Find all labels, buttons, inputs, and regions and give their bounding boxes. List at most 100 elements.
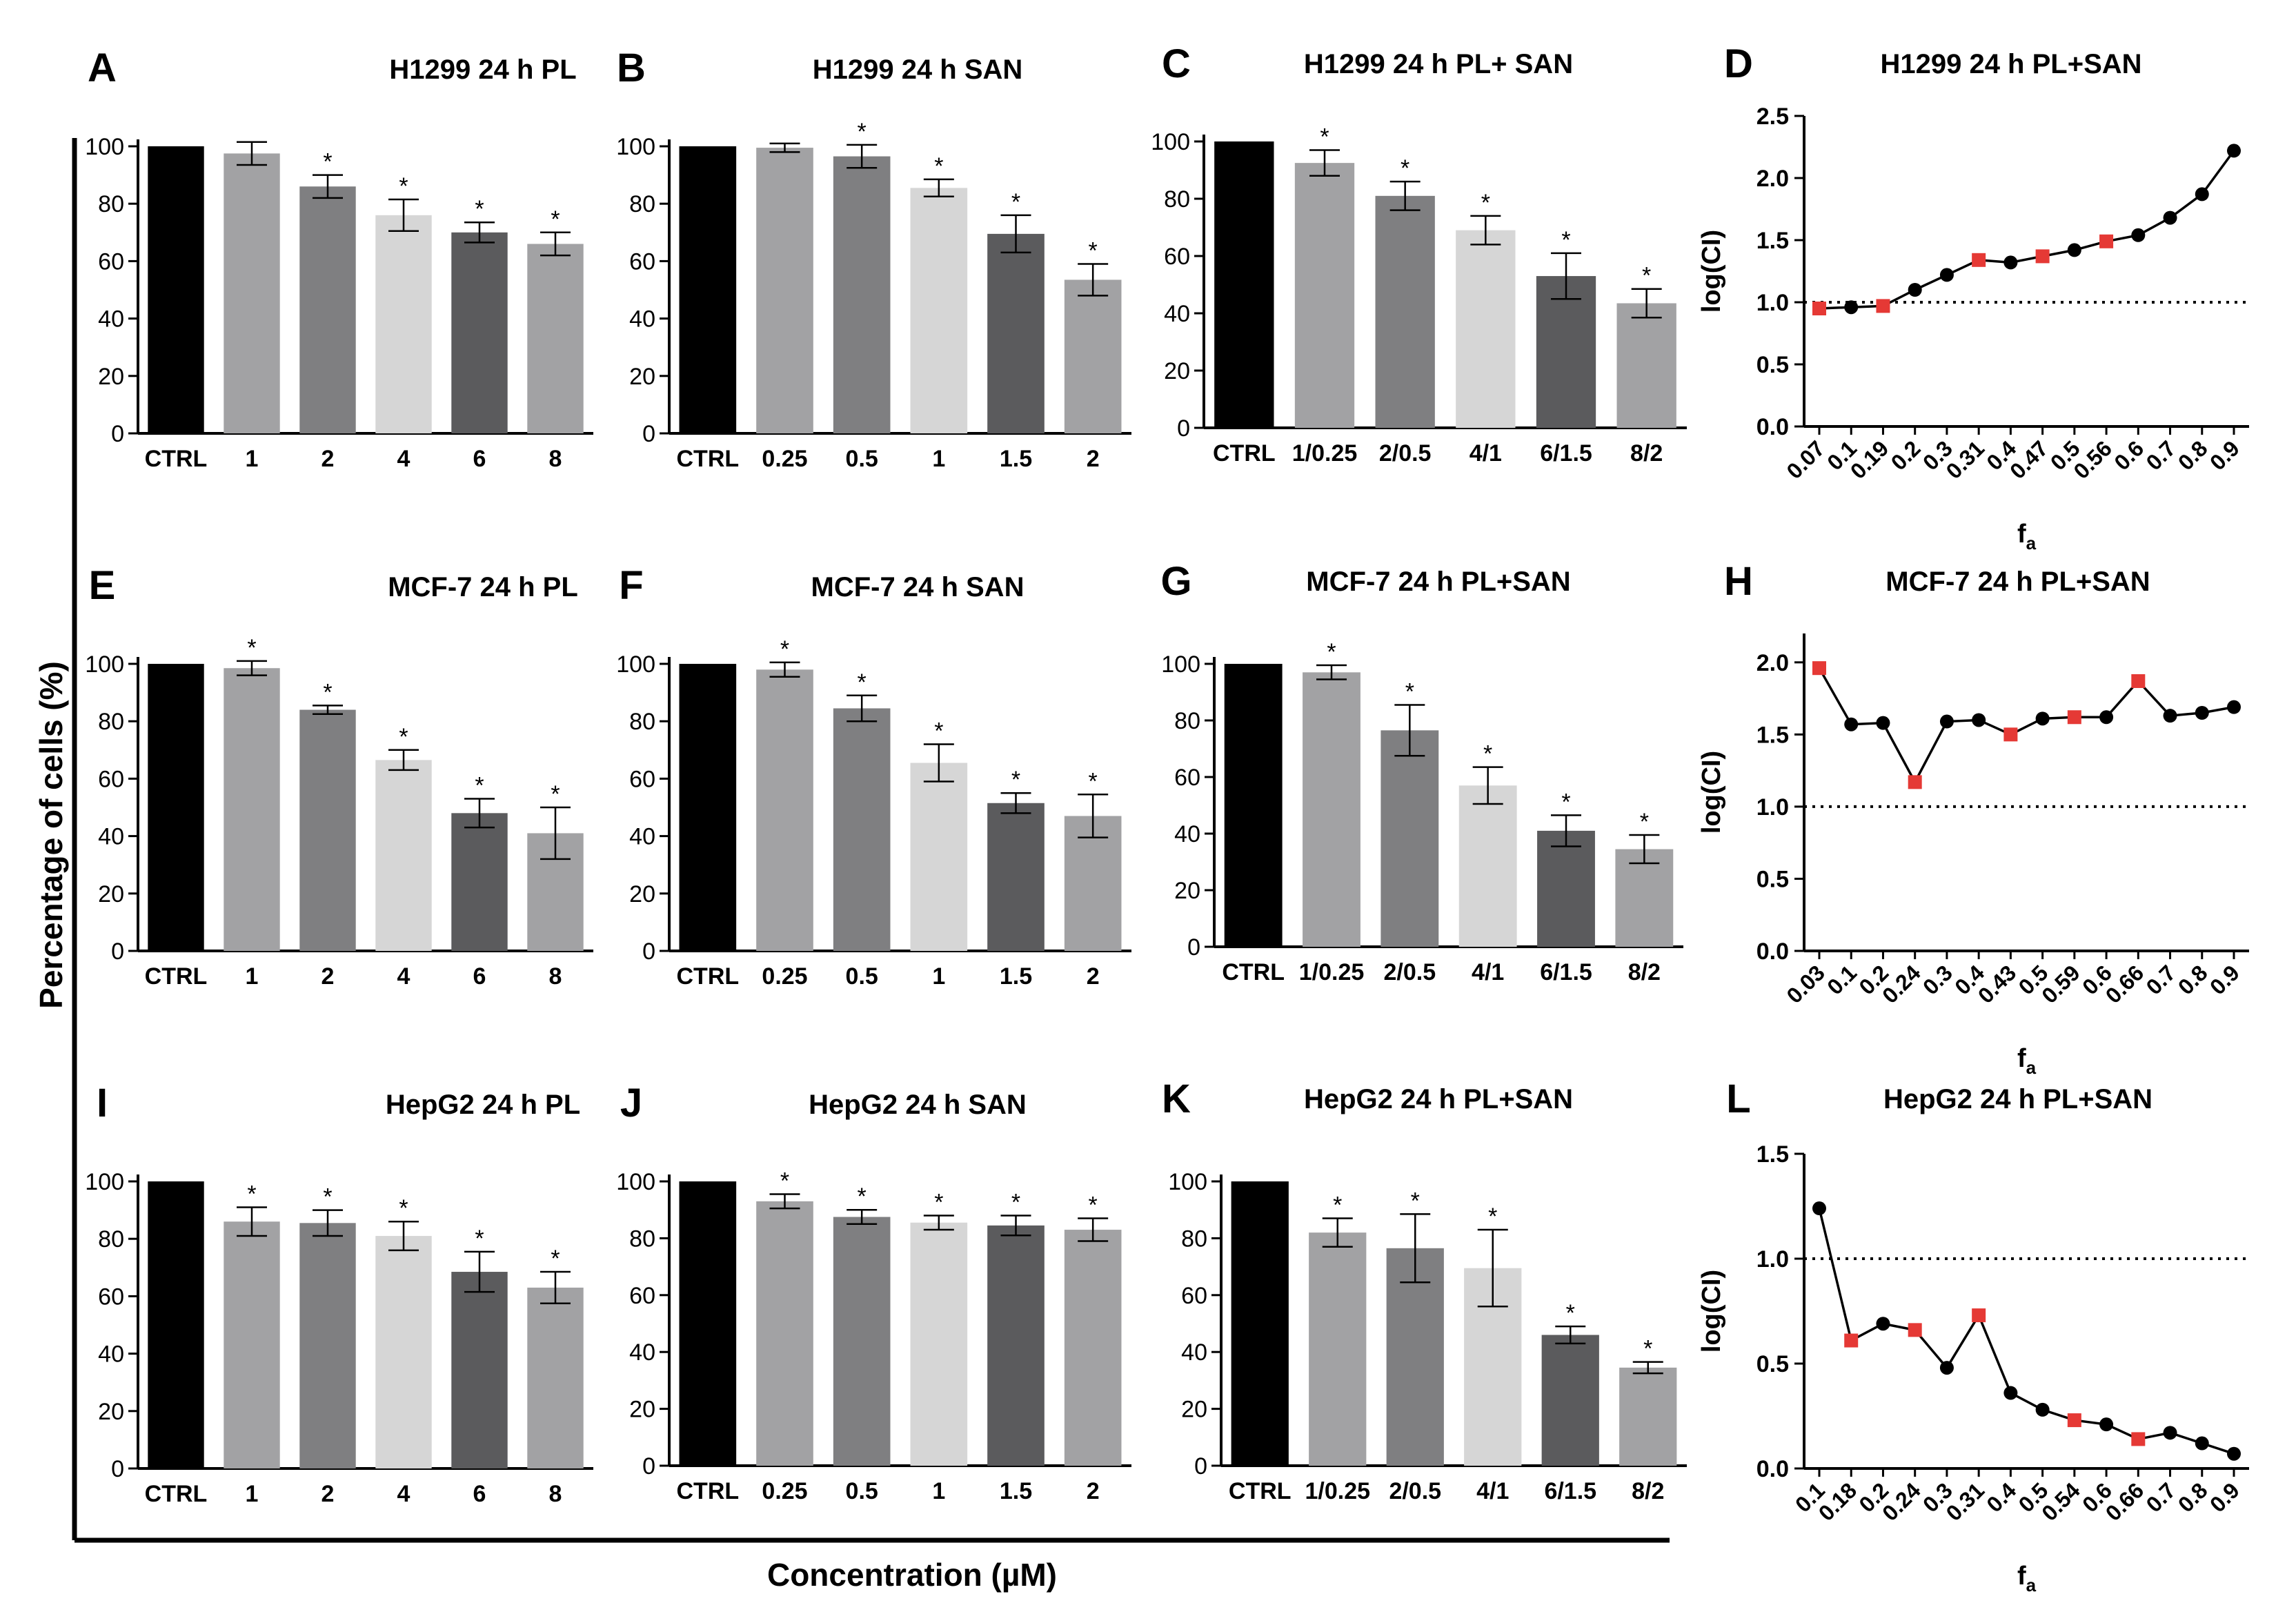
series-line: [1818, 667, 2235, 785]
x-tick-label: 0.25: [762, 963, 807, 990]
x-tick-label: 2: [1087, 963, 1100, 990]
bar: [1064, 816, 1122, 951]
x-tick-label: 1: [246, 446, 259, 472]
x-tick-label: CTRL: [677, 1478, 740, 1504]
bar: [1458, 785, 1517, 947]
x-tick-label: 0.25: [762, 1478, 807, 1504]
x-tick-label: 8: [549, 446, 562, 472]
panel-C: C H1299 24 h PL+ SAN 0 20 40 60 80 100 CTRL * 1/0.…: [1151, 41, 1687, 466]
y-tick-label: 100: [85, 1169, 124, 1195]
x-axis-label: fa: [2017, 1562, 2037, 1595]
x-tick-label: 0.9: [2205, 1477, 2244, 1517]
y-tick-label: 40: [98, 1341, 124, 1368]
x-tick-label: 0.9: [2205, 960, 2244, 999]
bar: [375, 215, 432, 433]
panel-letter: I: [97, 1081, 108, 1126]
x-tick-label: 0.9: [2205, 435, 2244, 475]
bar: [1541, 1335, 1599, 1466]
series-line: [1818, 1208, 2235, 1455]
significance-marker: *: [858, 1183, 867, 1210]
bar: [1294, 163, 1355, 428]
significance-marker: *: [1488, 1203, 1497, 1230]
panel-A: A H1299 24 h PL 0 20 40 60 80 100 CTRL 1 * 2 * 4 * 6 * 8: [85, 46, 593, 472]
x-tick-label: 0.31: [1941, 435, 1989, 483]
panel-letter: G: [1160, 559, 1191, 604]
data-point-highlight: [2131, 674, 2146, 688]
y-tick-label: 20: [629, 881, 655, 907]
bar: [1456, 230, 1516, 428]
panel-letter: K: [1162, 1077, 1191, 1121]
data-point-highlight: [1972, 253, 1986, 267]
x-tick-label: 2: [1087, 1478, 1100, 1504]
y-tick-label: 80: [98, 709, 124, 735]
x-tick-label: 0.24: [1877, 1477, 1926, 1526]
y-tick-label: 60: [629, 766, 655, 792]
y-tick-label: 60: [98, 248, 124, 275]
panel-D: D H1299 24 h PL+SAN 0.0 0.5 1.0 1.5 2.0 2.5 log(…: [1697, 41, 2249, 553]
data-point: [2195, 1436, 2209, 1451]
x-tick-label: 0.47: [2005, 435, 2052, 483]
y-tick-label: 0: [642, 938, 655, 965]
significance-marker: *: [551, 206, 560, 233]
panel-letter: C: [1162, 41, 1191, 86]
bar: [299, 186, 356, 433]
y-tick-label: 0: [1177, 415, 1190, 442]
y-tick-label: 0: [642, 1453, 655, 1480]
bar: [527, 244, 584, 433]
significance-marker: *: [858, 119, 867, 145]
x-tick-label: CTRL: [677, 446, 740, 472]
significance-marker: *: [475, 773, 484, 799]
x-tick-label: 6/1.5: [1544, 1478, 1596, 1504]
y-axis-label: log(CI): [1697, 751, 1726, 834]
significance-marker: *: [1483, 741, 1492, 767]
data-point: [2035, 1402, 2050, 1417]
y-tick-label: 20: [1174, 878, 1200, 904]
y-tick-label: 40: [629, 1339, 655, 1366]
bar: [375, 760, 432, 951]
significance-marker: *: [780, 636, 789, 662]
x-tick-label: CTRL: [1222, 959, 1285, 985]
x-tick-label: CTRL: [677, 963, 740, 990]
data-point: [2003, 255, 2018, 270]
significance-marker: *: [1089, 238, 1098, 264]
y-tick-label: 100: [616, 134, 655, 160]
bar: [679, 664, 737, 951]
x-tick-label: 4/1: [1469, 440, 1502, 466]
x-tick-label: 1/0.25: [1292, 440, 1358, 466]
y-tick-label: 2.0: [1756, 166, 1789, 192]
y-tick-label: 40: [1174, 821, 1200, 847]
y-tick-label: 80: [1174, 708, 1200, 734]
significance-marker: *: [399, 173, 408, 199]
x-tick-label: 0.18: [1814, 1477, 1861, 1525]
panel-title: H1299 24 h PL+SAN: [1880, 49, 2141, 79]
bar: [1380, 730, 1439, 947]
bar: [451, 813, 508, 951]
data-point: [2035, 711, 2050, 726]
data-point: [1939, 1361, 1954, 1375]
y-tick-label: 40: [1164, 301, 1190, 327]
bar: [1536, 276, 1596, 428]
panel-letter: A: [88, 46, 117, 90]
x-tick-label: 0.59: [2037, 960, 2084, 1008]
panel-title: MCF-7 24 h PL: [388, 572, 578, 602]
bar: [299, 709, 356, 951]
y-tick-label: 100: [1168, 1169, 1207, 1195]
x-tick-label: 0.03: [1781, 960, 1829, 1008]
y-tick-label: 60: [629, 1283, 655, 1309]
significance-marker: *: [1401, 155, 1409, 181]
panel-letter: J: [620, 1081, 642, 1126]
data-point: [2227, 1446, 2241, 1461]
panel-J: J HepG2 24 h SAN 0 20 40 60 80 100 CTRL * 0.25 * 0.5…: [616, 1081, 1131, 1504]
y-tick-label: 80: [98, 191, 124, 217]
significance-marker: *: [1643, 1336, 1652, 1362]
y-tick-label: 0: [642, 421, 655, 447]
y-tick-label: 1.0: [1756, 290, 1789, 316]
bar: [148, 664, 204, 951]
data-point: [2163, 1426, 2177, 1440]
panel-K: K HepG2 24 h PL+SAN 0 20 40 60 80 100 CTRL * 1/0.2…: [1162, 1077, 1687, 1504]
significance-marker: *: [323, 679, 332, 705]
significance-marker: *: [323, 149, 332, 175]
significance-marker: *: [1566, 1300, 1575, 1326]
data-point: [2227, 700, 2241, 714]
